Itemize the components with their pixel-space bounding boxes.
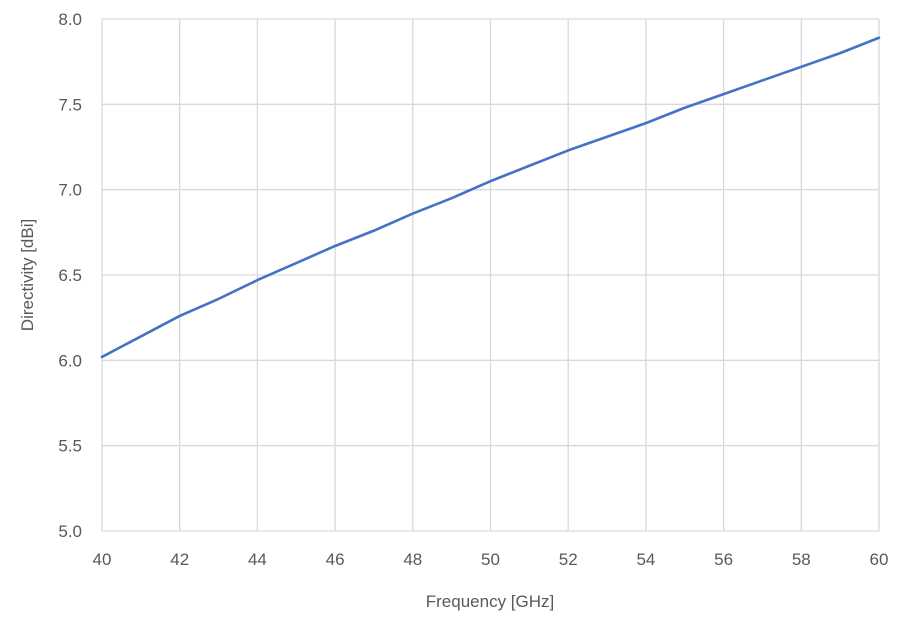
x-tick-label: 40: [93, 550, 112, 569]
y-tick-label: 7.0: [58, 181, 82, 200]
x-tick-label: 52: [559, 550, 578, 569]
x-tick-label: 46: [326, 550, 345, 569]
x-tick-label: 50: [481, 550, 500, 569]
y-tick-label: 6.5: [58, 266, 82, 285]
series-line-directivity: [100, 36, 881, 359]
x-tick-label: 42: [170, 550, 189, 569]
x-tick-label: 56: [714, 550, 733, 569]
x-tick-label: 54: [636, 550, 655, 569]
horizontal-gridlines: [102, 18, 879, 532]
y-tick-label: 6.0: [58, 351, 82, 370]
x-tick-label: 58: [792, 550, 811, 569]
series-layer: [100, 36, 881, 359]
x-tick-label: 48: [403, 550, 422, 569]
x-tick-labels: 40 42 44 46 48 50 52 54 56 58 60: [93, 550, 889, 569]
y-tick-label: 5.5: [58, 437, 82, 456]
y-tick-label: 8.0: [58, 10, 82, 29]
x-tick-label: 44: [248, 550, 267, 569]
y-tick-label: 5.0: [58, 522, 82, 541]
x-axis-title: Frequency [GHz]: [426, 592, 555, 611]
y-axis-title: Directivity [dBi]: [18, 219, 37, 331]
x-tick-label: 60: [870, 550, 889, 569]
y-tick-label: 7.5: [58, 95, 82, 114]
y-tick-labels: 5.0 5.5 6.0 6.5 7.0 7.5 8.0: [58, 10, 82, 541]
